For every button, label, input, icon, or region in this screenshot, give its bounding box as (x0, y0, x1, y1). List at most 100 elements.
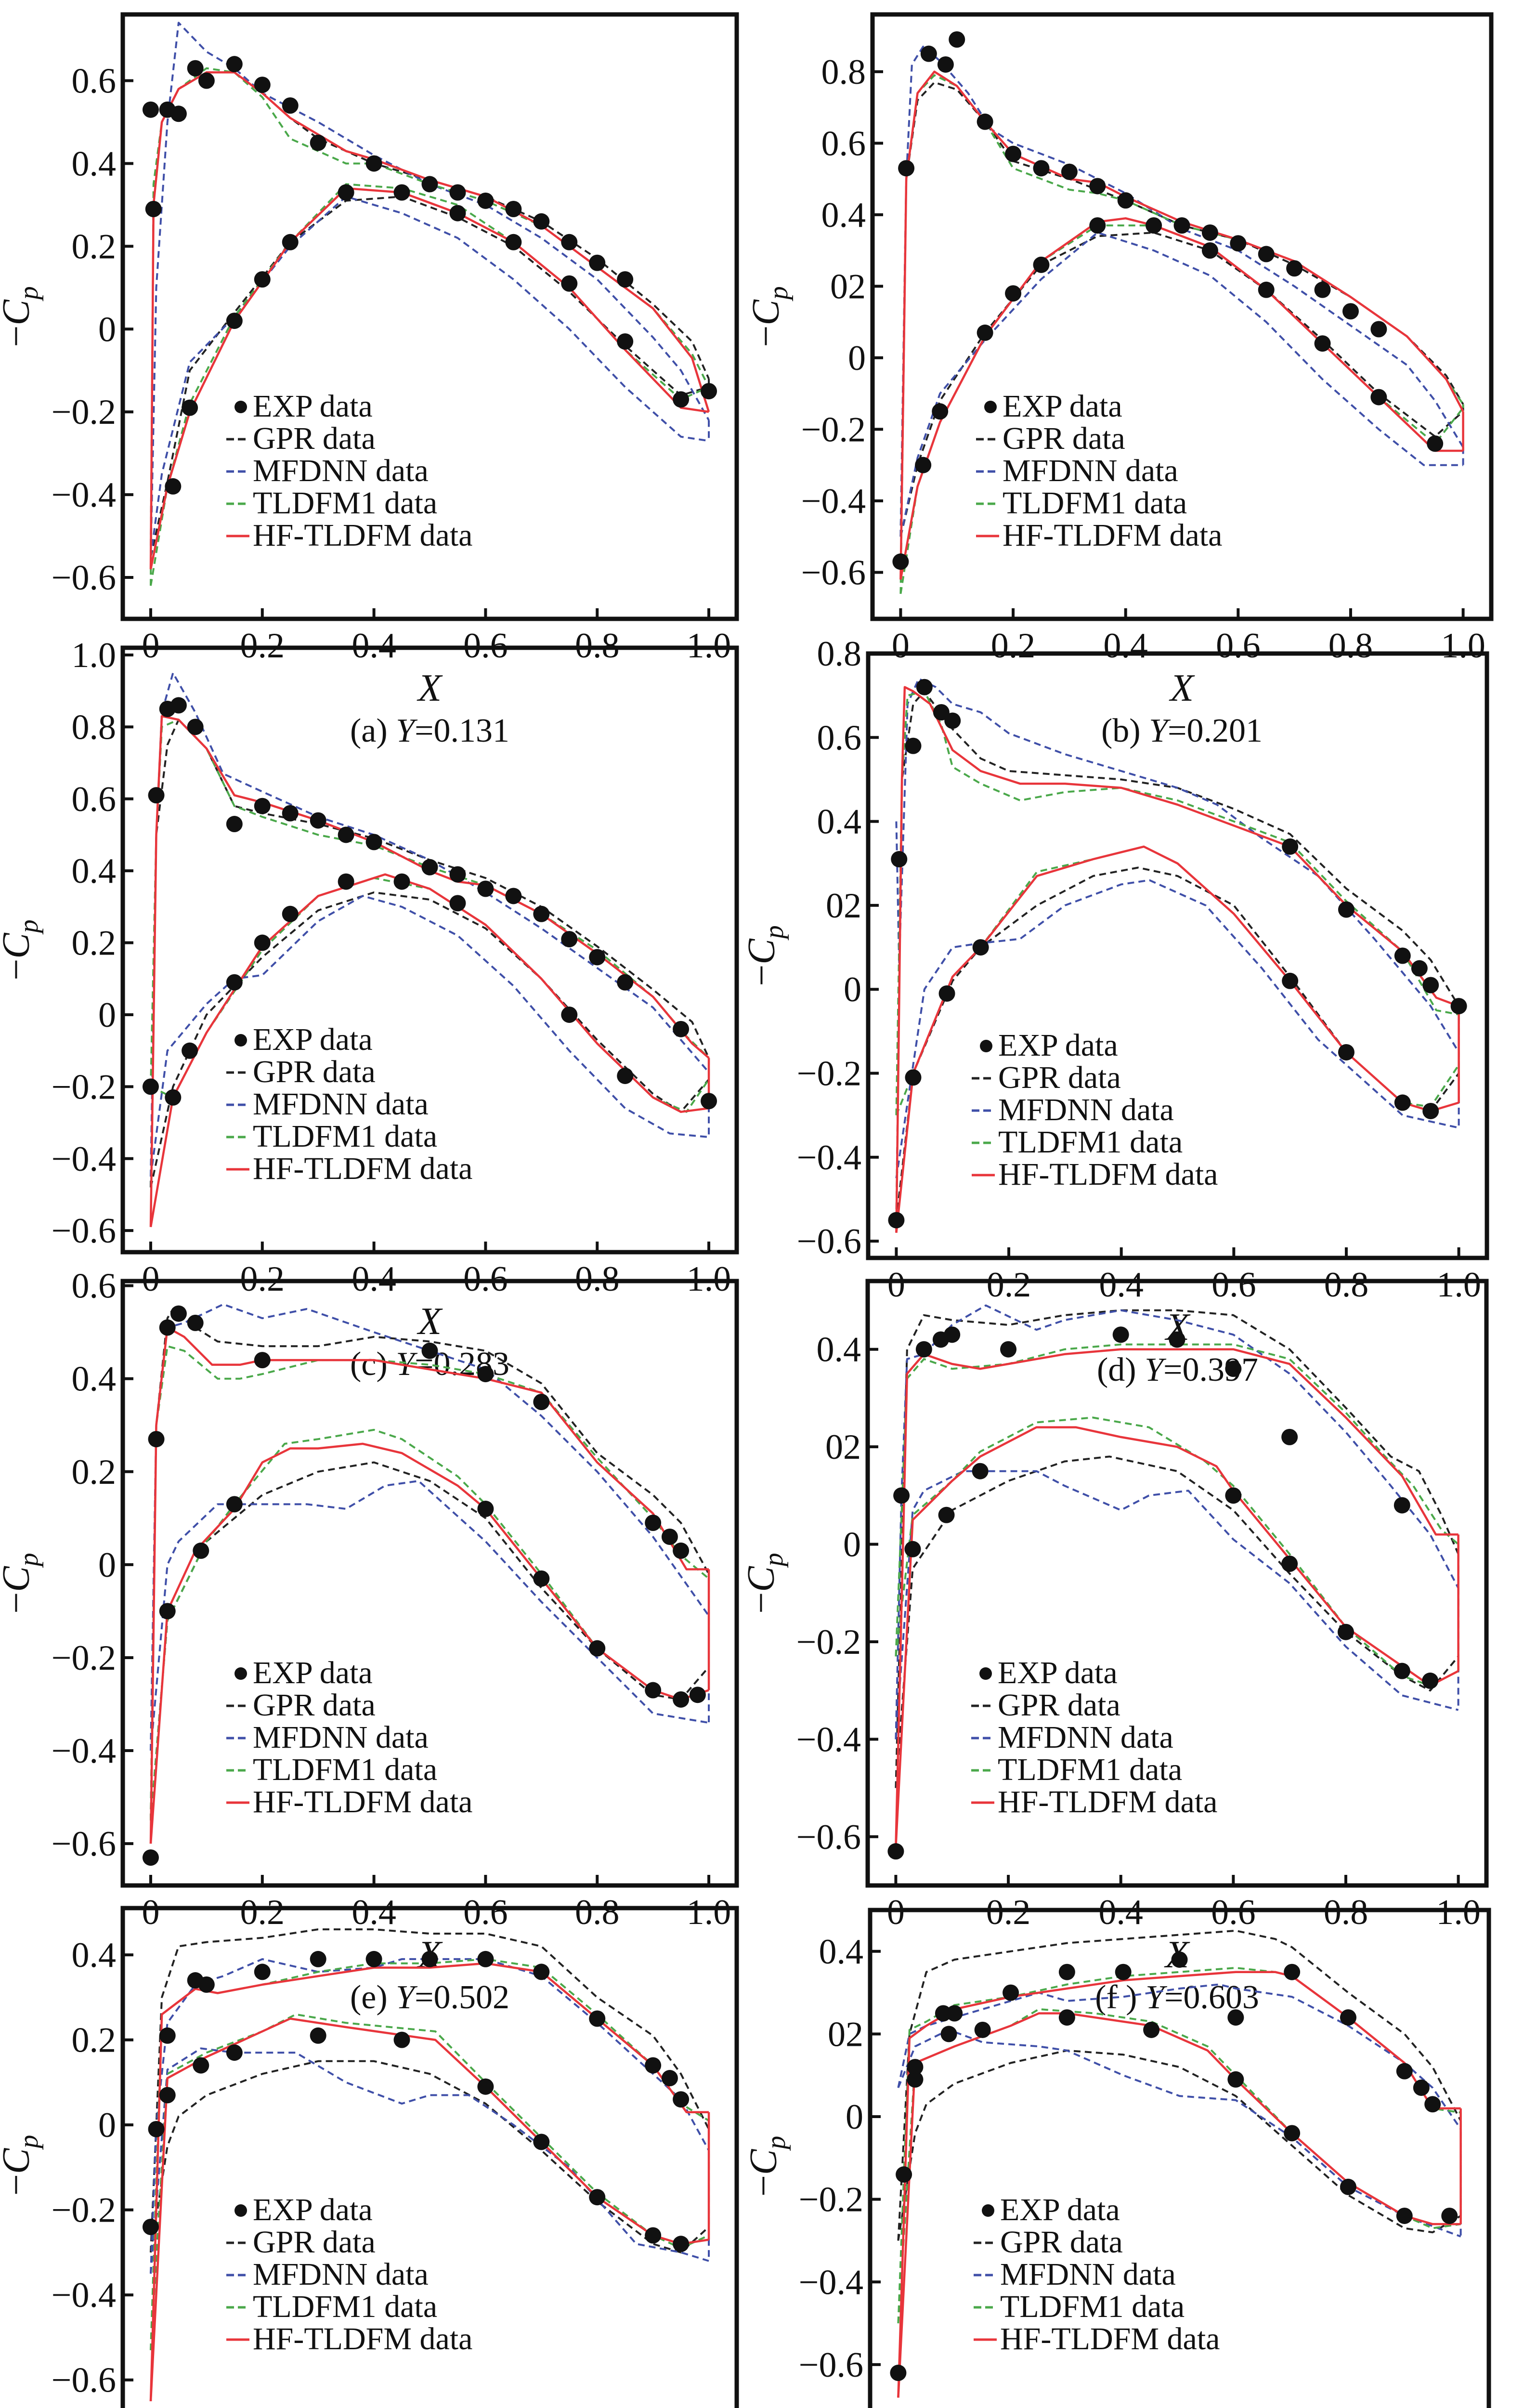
exp-data-point (226, 1496, 243, 1513)
legend-label: TLDFM1 data (998, 1125, 1183, 1160)
exp-data-point (1340, 2178, 1356, 2195)
y-tick-label: −0.2 (796, 1623, 861, 1662)
exp-data-point (226, 2044, 243, 2061)
legend-marker-exp (979, 1667, 992, 1680)
exp-data-point (393, 873, 410, 890)
legend-label: GPR data (998, 1688, 1120, 1723)
y-tick-label: 0 (98, 1545, 116, 1585)
series-line-gpr-data-upper (150, 1308, 710, 1820)
exp-data-point (920, 45, 937, 62)
exp-data-point (421, 1342, 438, 1359)
y-tick-label: 0.6 (72, 62, 117, 101)
series-line-gpr-data-lower (150, 891, 710, 1188)
exp-data-point (477, 1950, 494, 1967)
exp-data-point (940, 2026, 957, 2042)
exp-data-point (254, 798, 271, 814)
y-tick-label: 0.4 (72, 1936, 117, 1975)
exp-data-point (449, 184, 466, 201)
y-tick-label: −0.6 (797, 1222, 861, 1261)
exp-data-point (477, 1501, 494, 1518)
exp-data-point (1005, 285, 1022, 302)
plot-frame (868, 1908, 1491, 2408)
exp-data-point (159, 2027, 176, 2044)
x-tick-label: 0.8 (575, 1893, 620, 1932)
exp-data-point (673, 1691, 690, 1708)
exp-data-point (254, 934, 271, 951)
exp-data-point (938, 985, 955, 1002)
exp-data-point (905, 737, 922, 754)
plot-frame (865, 1279, 1489, 1888)
legend-label: HF-TLDFM data (253, 1151, 472, 1186)
exp-data-point (972, 1463, 989, 1479)
legend-label: EXP data (253, 389, 373, 424)
panel-caption: (d) Y=0.397 (1097, 1351, 1258, 1388)
y-tick-label: −0.4 (52, 1731, 116, 1771)
y-tick-label: −0.2 (52, 1067, 116, 1107)
exp-data-point (1338, 901, 1355, 918)
exp-data-point (933, 704, 950, 721)
x-tick-label: 0.6 (1211, 1265, 1256, 1305)
legend-marker-exp (234, 2204, 247, 2217)
x-tick-label: 1.0 (1441, 626, 1485, 666)
exp-data-point (505, 888, 522, 904)
exp-data-point (1370, 389, 1387, 406)
series-line-mfdnn-data-lower (150, 895, 709, 1177)
exp-data-point (254, 1963, 271, 1980)
y-tick-label: −0.4 (799, 2263, 863, 2302)
series-line-hf-tldfm-data-lower (895, 1426, 1459, 1847)
exp-data-point (904, 1541, 921, 1557)
exp-data-point (938, 1506, 955, 1523)
exp-data-point (159, 2087, 176, 2104)
x-tick-label: 0.6 (1211, 1893, 1256, 1932)
exp-data-point (1337, 1623, 1354, 1640)
legend-label: MFDNN data (253, 1086, 429, 1122)
exp-data-point (1112, 1326, 1129, 1343)
exp-data-point (310, 134, 326, 151)
y-axis-label: −Cp (741, 925, 789, 986)
legend-marker-exp (980, 1040, 992, 1052)
legend-label: HF-TLDFM data (253, 518, 472, 553)
exp-data-point (1394, 947, 1411, 964)
legend-label: EXP data (1000, 2192, 1120, 2227)
exp-data-point (182, 1042, 198, 1059)
series-line-hf-tldfm-data-upper (895, 1348, 1459, 1847)
exp-data-point (187, 719, 204, 735)
exp-data-point (142, 2218, 159, 2235)
exp-data-point (1450, 998, 1467, 1015)
exp-data-point (1281, 1556, 1298, 1572)
legend-label: HF-TLDFM data (1003, 518, 1222, 553)
y-tick-label: −0.6 (52, 558, 116, 598)
exp-data-point (1284, 2125, 1301, 2142)
exp-data-point (916, 679, 933, 695)
series-line-tldfm1-data-upper (150, 719, 710, 1087)
exp-data-point (974, 2021, 991, 2038)
y-tick-label: −0.4 (52, 475, 116, 515)
exp-data-point (1413, 2079, 1430, 2096)
exp-data-point (365, 1950, 382, 1967)
exp-data-point (1281, 1428, 1298, 1445)
series-line-hf-tldfm-data-upper (149, 71, 710, 569)
x-tick-label: 0.6 (463, 1893, 508, 1932)
exp-data-point (142, 1849, 159, 1866)
legend-label: TLDFM1 data (253, 2289, 437, 2324)
exp-data-point (148, 2120, 165, 2137)
exp-data-point (165, 478, 182, 495)
series-line-mfdnn-data-lower (895, 1470, 1459, 1740)
legend-label: TLDFM1 data (1000, 2289, 1185, 2324)
y-tick-label: 0.4 (821, 196, 866, 235)
y-tick-label: 1.0 (72, 636, 117, 675)
x-tick-label: 1.0 (687, 1893, 731, 1932)
y-tick-label: −0.2 (52, 393, 116, 432)
legend-label: GPR data (253, 2225, 376, 2260)
legend-marker-exp (234, 401, 247, 413)
exp-data-point (310, 2027, 326, 2044)
series-line-gpr-data-lower (897, 2049, 1461, 2241)
exp-data-point (1282, 838, 1299, 855)
series-line-tldfm1-data-upper (895, 1343, 1459, 1657)
series-line-gpr-data-lower (150, 2060, 710, 2253)
exp-data-point (701, 1093, 717, 1110)
x-tick-label: 0.4 (1099, 1265, 1144, 1305)
y-tick-label: 0.4 (72, 1360, 117, 1399)
exp-data-point (661, 2070, 678, 2087)
legend-label: EXP data (1003, 389, 1122, 424)
